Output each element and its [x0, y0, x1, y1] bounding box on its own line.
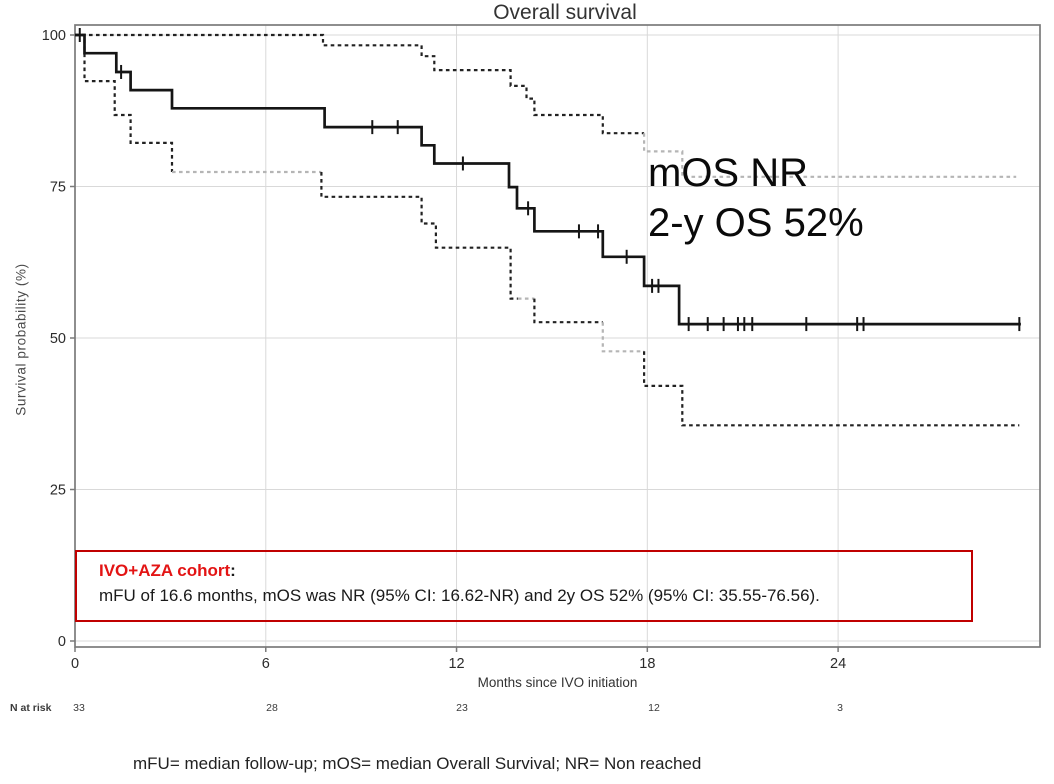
plot-border	[74, 24, 1041, 648]
x-tick-label: 18	[639, 656, 655, 672]
n-at-risk-value-6m: 28	[266, 702, 278, 714]
callout-heading: IVO+AZA cohort	[99, 561, 231, 580]
n-at-risk-label: N at risk	[10, 702, 52, 714]
ci-lower-curve	[601, 322, 645, 353]
n-at-risk-value-12m: 23	[456, 702, 468, 714]
callout-heading-line: IVO+AZA cohort:	[99, 561, 971, 581]
abbreviations-footnote: mFU= median follow-up; mOS= median Overa…	[133, 754, 702, 773]
result-annotation: mOS NR 2-y OS 52%	[648, 148, 864, 248]
y-tick-label: 0	[58, 634, 66, 650]
y-tick-label: 100	[42, 28, 66, 44]
ci-lower-curve	[643, 351, 1020, 427]
chart-title: Overall survival	[493, 1, 637, 24]
ci-upper-curve	[643, 133, 1017, 178]
y-axis-title: Survival probability (%)	[13, 263, 29, 416]
callout-colon: :	[230, 561, 236, 580]
callout-body: mFU of 16.6 months, mOS was NR (95% CI: …	[99, 586, 820, 605]
ci-lower-curve	[75, 33, 174, 172]
ci-upper-curve	[75, 33, 645, 135]
y-tick-label: 75	[50, 180, 66, 196]
x-tick-label: 24	[830, 656, 846, 672]
annotation-2y-os: 2-y OS 52%	[648, 201, 864, 245]
x-tick-label: 0	[71, 656, 79, 672]
x-tick-label: 6	[262, 656, 270, 672]
n-at-risk-value-0m: 33	[73, 702, 85, 714]
x-tick-label: 12	[448, 656, 464, 672]
n-at-risk-value-18m: 12	[648, 702, 660, 714]
y-tick-label: 50	[50, 331, 66, 347]
x-axis-title: Months since IVO initiation	[477, 675, 638, 690]
annotation-mos: mOS NR	[648, 151, 808, 195]
y-tick-label: 25	[50, 483, 66, 499]
n-at-risk-value-24m: 3	[837, 702, 843, 714]
os-curve	[75, 33, 1021, 326]
cohort-callout-box: IVO+AZA cohort: mFU of 16.6 months, mOS …	[75, 550, 973, 622]
ci-lower-curve	[533, 298, 603, 324]
ci-lower-curve	[320, 172, 518, 300]
